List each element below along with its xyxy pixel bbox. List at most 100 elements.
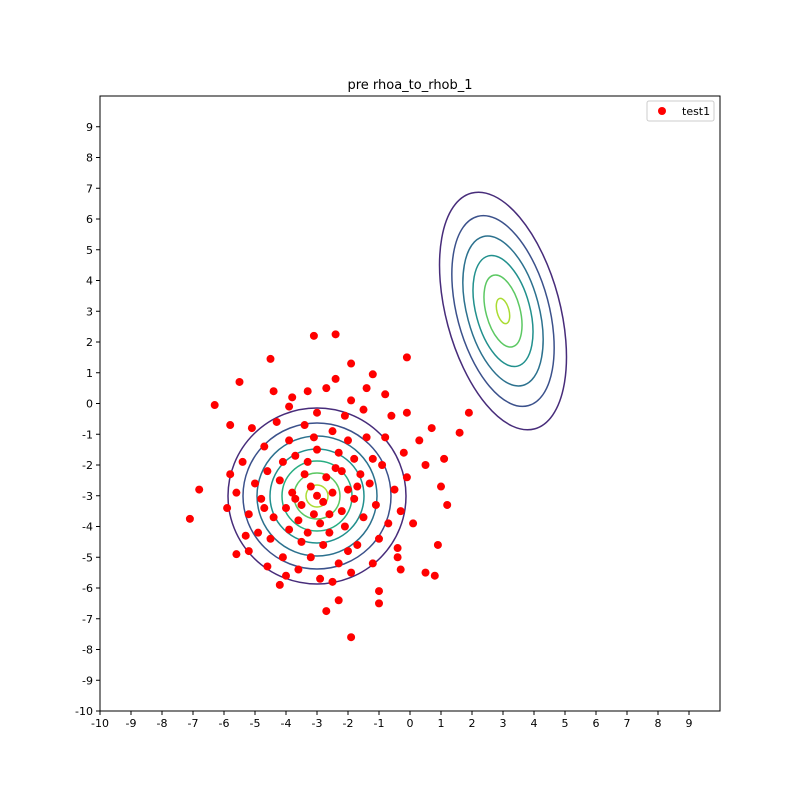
x-tick-label: 1 [438, 717, 445, 730]
point [381, 433, 390, 442]
point [297, 537, 306, 546]
contour [483, 274, 523, 348]
contour [227, 407, 407, 585]
point [340, 411, 349, 420]
x-tick-label: -8 [157, 717, 168, 730]
y-tick-label: 2 [86, 336, 93, 349]
point [371, 500, 380, 509]
point [244, 510, 253, 519]
point [319, 497, 328, 506]
y-tick-label: 7 [86, 182, 93, 195]
chart-title: pre rhoa_to_rhob_1 [347, 78, 472, 93]
point [402, 408, 411, 417]
point [427, 424, 436, 433]
point [328, 427, 337, 436]
contour [305, 484, 329, 508]
point [334, 448, 343, 457]
y-tick-label: -9 [82, 674, 93, 687]
contour [462, 235, 544, 387]
point [344, 436, 352, 445]
point [316, 519, 325, 528]
contours [227, 191, 568, 585]
point [393, 553, 402, 562]
point [409, 519, 418, 528]
point [350, 454, 359, 463]
point [365, 479, 374, 488]
x-tick-label: -10 [91, 717, 109, 730]
point [232, 550, 241, 559]
contour [472, 254, 534, 368]
point [223, 504, 232, 513]
point [235, 377, 244, 386]
point [443, 500, 452, 509]
x-tick-label: 2 [469, 717, 476, 730]
legend: test1 [646, 100, 715, 122]
point [325, 510, 334, 519]
point [278, 553, 287, 562]
point [331, 330, 340, 339]
point [195, 485, 204, 494]
point [303, 457, 312, 466]
point [288, 488, 297, 497]
point [238, 457, 247, 466]
point [396, 565, 405, 574]
point [464, 408, 473, 417]
point [375, 599, 383, 608]
point [362, 384, 371, 393]
point [247, 424, 256, 433]
point [396, 507, 405, 516]
point [440, 454, 449, 463]
contour [242, 422, 392, 570]
point [353, 540, 362, 549]
point [269, 387, 278, 396]
point [291, 494, 300, 503]
point [309, 331, 318, 340]
point [288, 393, 297, 402]
point [282, 504, 290, 513]
contour-group-b [438, 191, 568, 431]
legend-marker [658, 107, 666, 115]
y-tick-label: -1 [82, 428, 93, 441]
point [306, 482, 315, 491]
point [294, 516, 303, 525]
point [257, 494, 266, 503]
point [232, 488, 241, 497]
point [344, 547, 352, 556]
point [294, 565, 303, 574]
point [210, 401, 219, 410]
y-tick-label: -10 [75, 705, 93, 718]
point [350, 494, 359, 503]
point [415, 436, 424, 445]
contour [451, 214, 555, 408]
point [368, 559, 377, 568]
y-tick-label: 9 [86, 121, 93, 134]
point [272, 417, 281, 426]
point [226, 470, 235, 479]
point [433, 540, 442, 549]
x-tick-label: -2 [343, 717, 354, 730]
point [375, 587, 383, 596]
legend-box [646, 100, 715, 122]
y-tick-label: 1 [86, 367, 93, 380]
point [337, 467, 346, 476]
y-tick-label: -4 [82, 521, 93, 534]
y-tick-label: 4 [86, 275, 93, 288]
point [291, 451, 300, 460]
point [322, 607, 331, 616]
y-tick-label: -5 [82, 551, 93, 564]
point [275, 580, 284, 589]
point [359, 513, 368, 522]
point [260, 442, 269, 451]
point [387, 411, 396, 420]
point [331, 464, 340, 473]
point [316, 574, 325, 583]
y-tick-label: 3 [86, 305, 93, 318]
y-tick-label: 8 [86, 152, 93, 165]
y-tick-label: 5 [86, 244, 93, 257]
point [402, 473, 411, 482]
point [344, 485, 352, 494]
point [362, 433, 371, 442]
point [263, 562, 272, 571]
